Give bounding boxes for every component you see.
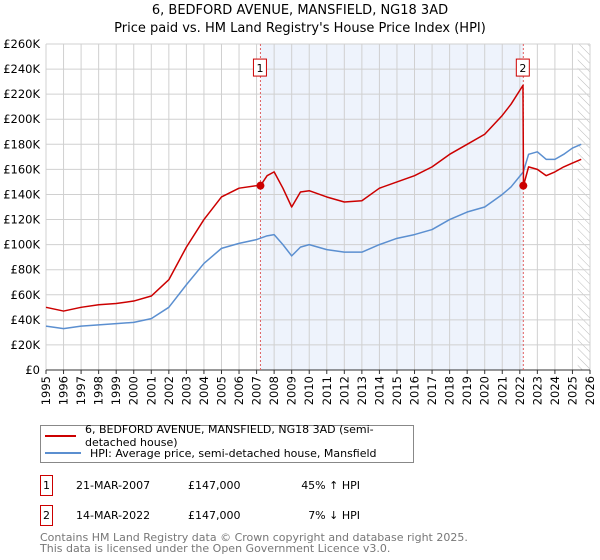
- x-tick-label: 2024: [548, 376, 562, 405]
- sale-hpi-diff: 7% ↓ HPI: [308, 509, 360, 522]
- y-tick-label: £180K: [3, 137, 40, 151]
- x-tick-label: 2005: [214, 376, 228, 405]
- x-tick-label: 2002: [162, 376, 176, 405]
- y-tick-label: £80K: [11, 263, 41, 277]
- y-tick-label: £0: [25, 363, 40, 377]
- x-tick-label: 2008: [267, 376, 281, 405]
- legend-red-line: [45, 435, 76, 437]
- y-tick-label: £260K: [3, 37, 40, 51]
- x-tick-label: 2000: [127, 376, 141, 405]
- x-tick-label: 2012: [337, 376, 351, 405]
- x-tick-label: 1998: [92, 376, 106, 405]
- x-tick-label: 1995: [39, 376, 53, 405]
- sale-date: 14-MAR-2022: [76, 509, 151, 522]
- x-tick-label: 2015: [390, 376, 404, 405]
- x-tick-label: 2026: [583, 376, 597, 405]
- x-tick-label: 1996: [57, 376, 71, 405]
- chart-subtitle: Price paid vs. HM Land Registry's House …: [114, 21, 486, 36]
- sale-label-box: [515, 58, 530, 77]
- y-tick-label: £20K: [11, 338, 41, 352]
- y-tick-label: £240K: [3, 62, 40, 76]
- y-tick-label: £120K: [3, 213, 40, 227]
- y-tick-label: £100K: [3, 238, 40, 252]
- x-tick-label: 2023: [530, 376, 544, 405]
- shaded-ownership-period: [260, 44, 524, 370]
- x-tick-label: 1999: [109, 376, 123, 405]
- property-price-line: [45, 84, 582, 312]
- x-tick-label: 2003: [179, 376, 193, 405]
- x-tick-label: 2009: [285, 376, 299, 405]
- x-tick-label: 2025: [565, 376, 579, 405]
- hatched-forecast-region: [577, 44, 590, 370]
- x-tick-label: 1997: [74, 376, 88, 405]
- sale-marker: 1: [40, 475, 53, 496]
- sale-label: 1: [256, 62, 263, 75]
- footer-copyright: Contains HM Land Registry data © Crown c…: [40, 531, 468, 544]
- sale-row: 2 14-MAR-2022 £147,000 7% ↓ HPI: [40, 505, 440, 526]
- x-tick-label: 2019: [460, 376, 474, 405]
- x-tick-label: 2014: [372, 376, 386, 405]
- x-tick-label: 2021: [495, 376, 509, 405]
- sale-hpi-diff: 45% ↑ HPI: [301, 479, 360, 492]
- x-tick-label: 2017: [425, 376, 439, 405]
- x-tick-label: 2022: [513, 376, 527, 405]
- sale-row: 1 21-MAR-2007 £147,000 45% ↑ HPI: [40, 475, 440, 496]
- legend-property-label: 6, BEDFORD AVENUE, MANSFIELD, NG18 3AD (…: [84, 423, 374, 449]
- y-tick-label: £140K: [3, 187, 40, 201]
- x-tick-label: 2010: [302, 376, 316, 405]
- x-tick-label: 2004: [197, 376, 211, 405]
- legend-hpi-label: HPI: Average price, semi-detached house,…: [90, 446, 377, 460]
- sale-marker: 2: [40, 505, 53, 526]
- x-tick-label: 2006: [232, 376, 246, 405]
- x-tick-label: 2020: [478, 376, 492, 405]
- x-tick-label: 2016: [408, 376, 422, 405]
- x-tick-label: 2013: [355, 376, 369, 405]
- sale-price: £147,000: [188, 479, 241, 492]
- sale-point: [256, 181, 265, 190]
- chart-title: 6, BEDFORD AVENUE, MANSFIELD, NG18 3AD: [151, 3, 449, 18]
- footer-licence: This data is licensed under the Open Gov…: [40, 542, 391, 555]
- x-tick-label: 2011: [320, 376, 334, 405]
- y-tick-label: £200K: [3, 112, 40, 126]
- sale-point: [519, 181, 528, 190]
- y-tick-label: £60K: [11, 288, 41, 302]
- hpi-line: [45, 143, 582, 330]
- y-tick-label: £40K: [11, 313, 41, 327]
- y-tick-label: £160K: [3, 162, 40, 176]
- legend: 6, BEDFORD AVENUE, MANSFIELD, NG18 3AD (…: [40, 423, 414, 463]
- price-chart: 1995 1996 1997 1998 1999 2000 2001 2002 2003 2004…: [3, 37, 597, 405]
- x-tick-label: 2018: [443, 376, 457, 405]
- legend-blue-line: [45, 452, 81, 454]
- sale-label-box: [252, 58, 267, 77]
- sale-label: 2: [519, 62, 526, 75]
- sale-date: 21-MAR-2007: [76, 479, 151, 492]
- sale-price: £147,000: [188, 509, 241, 522]
- x-tick-label: 2001: [144, 376, 158, 405]
- x-tick-label: 2007: [250, 376, 264, 405]
- y-tick-label: £220K: [3, 87, 40, 101]
